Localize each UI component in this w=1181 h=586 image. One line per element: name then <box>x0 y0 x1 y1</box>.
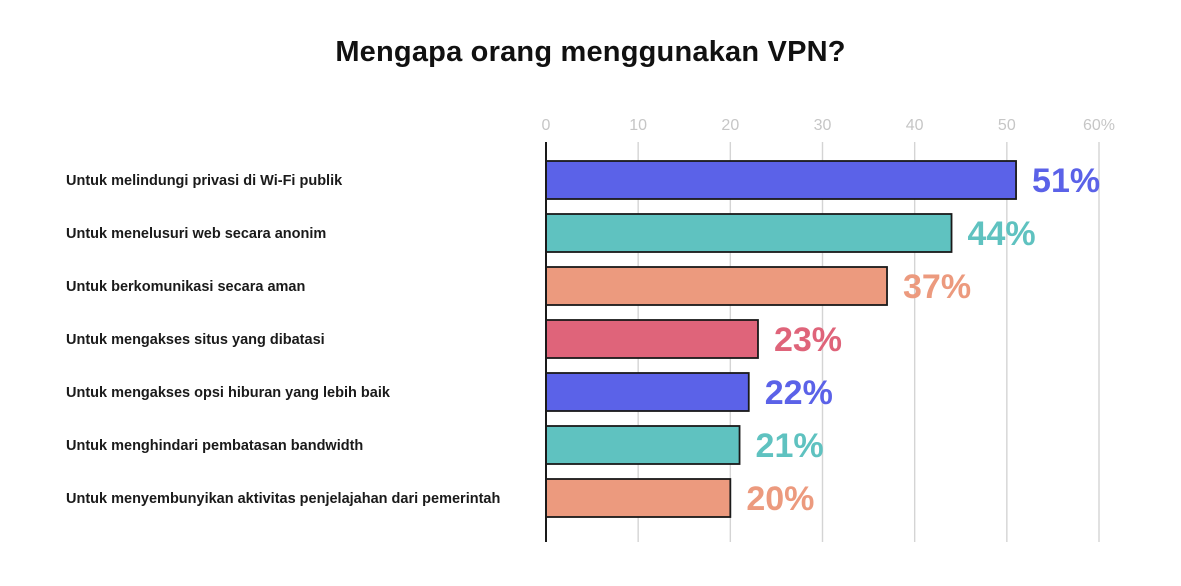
value-label: 21% <box>756 427 824 465</box>
value-label: 23% <box>774 321 842 359</box>
value-label: 51% <box>1032 162 1100 200</box>
category-label: Untuk menghindari pembatasan bandwidth <box>66 438 363 454</box>
bar <box>545 266 888 306</box>
bar <box>545 319 759 359</box>
x-tick-label: 10 <box>629 117 647 134</box>
value-label: 37% <box>903 268 971 306</box>
x-axis-ticks: 0 10 20 30 40 50 60% <box>542 117 1115 134</box>
x-tick-label: 50 <box>998 117 1016 134</box>
category-labels: Untuk melindungi privasi di Wi-Fi publik… <box>66 173 500 507</box>
value-labels: 51% 44% 37% 23% 22% 21% 20% <box>746 162 1100 518</box>
category-label: Untuk melindungi privasi di Wi-Fi publik <box>66 173 343 189</box>
bar <box>545 160 1017 200</box>
category-label: Untuk menelusuri web secara anonim <box>66 226 326 242</box>
value-label: 22% <box>765 374 833 412</box>
bar <box>545 213 953 253</box>
chart-title: Mengapa orang menggunakan VPN? <box>335 36 846 68</box>
bar <box>545 425 741 465</box>
category-label: Untuk mengakses opsi hiburan yang lebih … <box>66 385 391 401</box>
value-label: 44% <box>968 215 1036 253</box>
bars <box>545 160 1017 518</box>
x-tick-label: 0 <box>542 117 551 134</box>
value-label: 20% <box>746 480 814 518</box>
x-tick-label: 40 <box>906 117 924 134</box>
x-tick-label: 60% <box>1083 117 1115 134</box>
x-tick-label: 20 <box>721 117 739 134</box>
category-label: Untuk berkomunikasi secara aman <box>66 279 305 295</box>
category-label: Untuk menyembunyikan aktivitas penjelaja… <box>66 491 500 507</box>
bar <box>545 478 732 518</box>
x-tick-label: 30 <box>814 117 832 134</box>
bar <box>545 372 750 412</box>
category-label: Untuk mengakses situs yang dibatasi <box>66 332 325 348</box>
